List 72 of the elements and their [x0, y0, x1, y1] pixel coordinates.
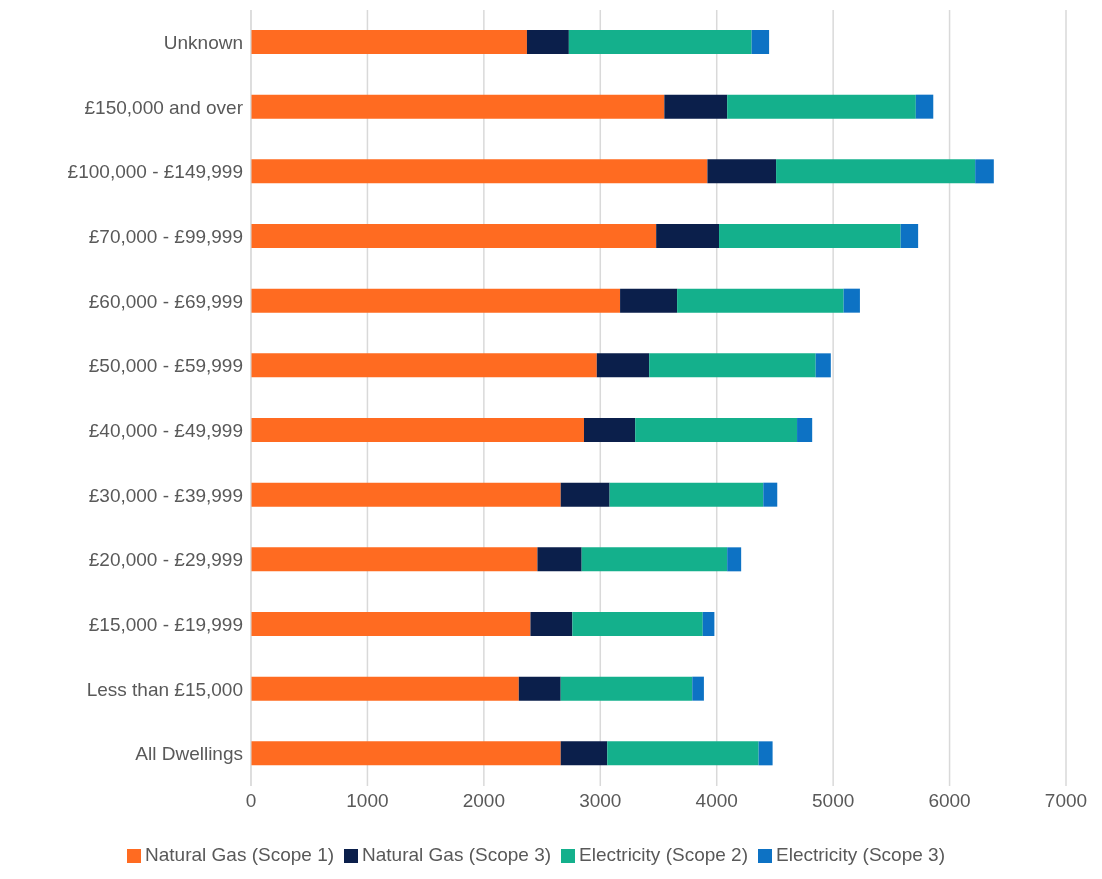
- x-tick-label: 0: [245, 790, 257, 812]
- bar: [975, 159, 994, 184]
- y-tick-label: All Dwellings: [135, 743, 243, 765]
- bar: [251, 676, 519, 701]
- y-tick-label: Unknown: [163, 32, 243, 54]
- bar: [560, 741, 608, 766]
- bar: [677, 288, 844, 313]
- bar: [568, 30, 752, 54]
- bar: [251, 288, 621, 313]
- bar: [596, 353, 650, 378]
- bar: [607, 741, 759, 766]
- x-tick-label: 6000: [928, 790, 971, 812]
- bar: [583, 418, 636, 442]
- x-tick-label: 2000: [462, 790, 505, 812]
- y-tick-label: £100,000 - £149,999: [67, 161, 243, 183]
- bar: [635, 418, 798, 442]
- bar: [251, 482, 561, 507]
- legend-label: Electricity (Scope 2): [579, 844, 749, 865]
- bar: [900, 224, 919, 248]
- bar: [560, 482, 610, 507]
- bar: [664, 94, 728, 119]
- bar: [251, 353, 597, 378]
- y-tick-label: £20,000 - £29,999: [88, 549, 243, 571]
- bar: [251, 159, 708, 184]
- bar: [692, 676, 704, 701]
- bar: [776, 159, 976, 184]
- x-tick-label: 3000: [579, 790, 622, 812]
- bar: [251, 418, 584, 442]
- bar: [915, 94, 934, 119]
- legend-label: Natural Gas (Scope 1): [145, 844, 335, 865]
- y-tick-label: £30,000 - £39,999: [88, 484, 243, 506]
- bar: [518, 676, 561, 701]
- bar: [620, 288, 678, 313]
- y-tick-label: £70,000 - £99,999: [88, 226, 243, 248]
- bar: [530, 612, 573, 636]
- y-tick-label: £150,000 and over: [84, 96, 244, 118]
- bar: [719, 224, 901, 248]
- y-tick-label: £50,000 - £59,999: [88, 355, 243, 377]
- bar: [815, 353, 831, 378]
- bar: [727, 94, 916, 119]
- y-tick-label: £60,000 - £69,999: [88, 290, 243, 312]
- legend-label: Electricity (Scope 3): [776, 844, 945, 865]
- bar: [707, 159, 777, 184]
- bar: [609, 482, 764, 507]
- bar: [727, 547, 742, 572]
- x-tick-label: 4000: [695, 790, 738, 812]
- bar: [251, 547, 538, 572]
- bar: [251, 30, 527, 54]
- bar: [656, 224, 720, 248]
- x-tick-label: 5000: [812, 790, 855, 812]
- bar: [251, 224, 657, 248]
- bar: [649, 353, 816, 378]
- bar: [702, 612, 715, 636]
- bar: [843, 288, 860, 313]
- bar: [560, 676, 693, 701]
- bar: [251, 612, 531, 636]
- bar: [572, 612, 703, 636]
- bar: [537, 547, 582, 572]
- bar: [251, 94, 665, 119]
- y-tick-label: £40,000 - £49,999: [88, 420, 243, 442]
- y-tick-label: Less than £15,000: [86, 678, 243, 700]
- bar: [581, 547, 728, 572]
- bar: [758, 741, 773, 766]
- legend-label: Natural Gas (Scope 3): [362, 844, 552, 865]
- bar: [751, 30, 770, 54]
- bar: [526, 30, 569, 54]
- y-tick-label: £15,000 - £19,999: [88, 614, 243, 636]
- x-tick-label: 7000: [1044, 790, 1088, 812]
- x-tick-label: 1000: [346, 790, 389, 812]
- bar: [763, 482, 778, 507]
- bar: [251, 741, 561, 766]
- bar: [797, 418, 813, 442]
